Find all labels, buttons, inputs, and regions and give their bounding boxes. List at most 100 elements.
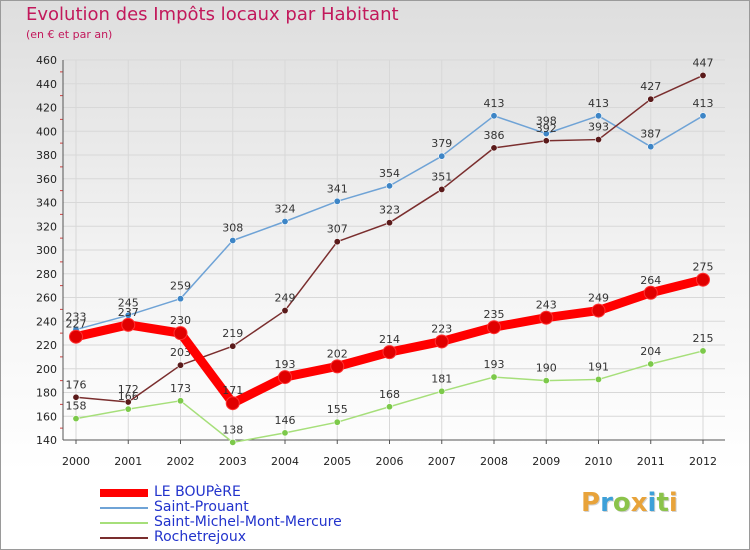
legend-label: Saint-Prouant — [154, 499, 249, 515]
x-tick-label: 2000 — [62, 455, 90, 468]
data-point-saint-michel-mont-mercure — [594, 375, 602, 383]
data-label-saint-michel-mont-mercure: 158 — [66, 400, 87, 413]
y-tick-label: 180 — [36, 387, 57, 400]
logo-letter: i — [647, 488, 657, 518]
data-label-saint-prouant: 387 — [640, 128, 661, 141]
y-tick-label: 240 — [36, 315, 57, 328]
y-tick-label: 320 — [36, 220, 57, 233]
data-label-saint-michel-mont-mercure: 166 — [118, 390, 139, 403]
data-point-rochetrejoux — [385, 219, 393, 227]
legend-label: Rochetrejoux — [154, 529, 247, 545]
data-point-rochetrejoux — [490, 144, 498, 152]
legend-swatch — [100, 507, 148, 509]
y-tick-label: 400 — [36, 125, 57, 138]
y-tick-label: 280 — [36, 268, 57, 281]
logo-letter: P — [581, 488, 601, 518]
data-point-rochetrejoux — [333, 238, 341, 246]
data-label-rochetrejoux: 351 — [431, 170, 452, 183]
y-tick-label: 140 — [36, 434, 57, 447]
data-point-rochetrejoux — [438, 185, 446, 193]
data-point-rochetrejoux — [647, 95, 655, 103]
data-point-saint-michel-mont-mercure — [542, 377, 550, 385]
y-tick-label: 420 — [36, 102, 57, 115]
x-tick-label: 2008 — [480, 455, 508, 468]
x-tick-label: 2002 — [167, 455, 195, 468]
data-point-saint-prouant — [438, 152, 446, 160]
x-tick-label: 2011 — [637, 455, 665, 468]
data-point-le-boupe-re — [487, 320, 501, 335]
x-tick-label: 2007 — [428, 455, 456, 468]
data-point-saint-prouant — [542, 130, 550, 138]
y-tick-label: 200 — [36, 363, 57, 376]
data-point-saint-prouant — [177, 295, 185, 303]
y-tick-label: 440 — [36, 78, 57, 91]
data-label-saint-michel-mont-mercure: 155 — [327, 403, 348, 416]
data-point-saint-prouant — [490, 112, 498, 120]
data-label-rochetrejoux: 392 — [536, 122, 557, 135]
y-tick-label: 300 — [36, 244, 57, 257]
data-point-rochetrejoux — [229, 342, 237, 350]
logo-letter: i — [668, 488, 678, 518]
logo-letter: r — [600, 488, 613, 518]
data-label-le-boupe-re: 230 — [170, 314, 191, 327]
data-point-le-boupe-re — [643, 285, 658, 300]
chart-title: Evolution des Impôts locaux par Habitant — [26, 4, 399, 25]
data-point-saint-michel-mont-mercure — [229, 438, 237, 446]
data-label-le-boupe-re: 227 — [66, 318, 87, 331]
x-tick-label: 2003 — [219, 455, 247, 468]
data-point-rochetrejoux — [699, 71, 707, 79]
data-label-le-boupe-re: 264 — [640, 274, 661, 287]
data-point-saint-prouant — [333, 197, 341, 205]
data-point-rochetrejoux — [542, 137, 550, 145]
logo-letter: x — [630, 488, 648, 518]
proxiti-logo: Proxiti — [581, 488, 678, 518]
data-point-saint-michel-mont-mercure — [72, 415, 80, 423]
data-label-rochetrejoux: 386 — [484, 129, 505, 142]
data-label-saint-michel-mont-mercure: 168 — [379, 388, 400, 401]
data-point-saint-prouant — [385, 182, 393, 190]
data-label-le-boupe-re: 214 — [379, 333, 400, 346]
data-label-saint-michel-mont-mercure: 204 — [640, 345, 661, 358]
data-label-rochetrejoux: 219 — [222, 327, 243, 340]
data-point-saint-prouant — [647, 143, 655, 151]
y-tick-label: 220 — [36, 339, 57, 352]
data-point-rochetrejoux — [177, 361, 185, 369]
legend-swatch — [100, 489, 148, 497]
data-label-rochetrejoux: 447 — [693, 56, 714, 69]
y-tick-label: 380 — [36, 149, 57, 162]
x-tick-label: 2010 — [585, 455, 613, 468]
data-point-saint-michel-mont-mercure — [438, 387, 446, 395]
data-label-saint-michel-mont-mercure: 193 — [484, 358, 505, 371]
data-label-rochetrejoux: 307 — [327, 223, 348, 236]
data-label-le-boupe-re: 202 — [327, 347, 348, 360]
chart-subtitle: (en € et par an) — [26, 28, 113, 41]
data-point-rochetrejoux — [594, 136, 602, 144]
y-tick-label: 260 — [36, 292, 57, 305]
x-tick-label: 2005 — [323, 455, 351, 468]
data-label-le-boupe-re: 249 — [588, 292, 609, 305]
data-point-saint-prouant — [699, 112, 707, 120]
data-label-rochetrejoux: 176 — [66, 378, 87, 391]
data-label-saint-michel-mont-mercure: 138 — [222, 423, 243, 436]
legend-swatch — [100, 537, 148, 539]
data-label-le-boupe-re: 223 — [431, 322, 452, 335]
data-label-le-boupe-re: 237 — [118, 306, 139, 319]
data-label-rochetrejoux: 203 — [170, 346, 191, 359]
data-point-saint-prouant — [229, 237, 237, 245]
data-point-le-boupe-re — [330, 359, 345, 374]
data-label-saint-prouant: 245 — [118, 296, 139, 309]
data-point-le-boupe-re — [278, 370, 292, 385]
data-label-saint-prouant: 233 — [66, 311, 87, 324]
data-label-saint-michel-mont-mercure: 190 — [536, 362, 557, 375]
data-label-saint-prouant: 413 — [693, 97, 714, 110]
data-label-saint-prouant: 308 — [222, 222, 243, 235]
y-tick-label: 340 — [36, 197, 57, 210]
data-point-saint-michel-mont-mercure — [281, 429, 289, 437]
data-label-le-boupe-re: 243 — [536, 299, 557, 312]
data-point-le-boupe-re — [69, 329, 83, 344]
legend-label: Saint-Michel-Mont-Mercure — [154, 514, 342, 530]
data-point-saint-prouant — [281, 218, 289, 226]
x-tick-label: 2006 — [376, 455, 404, 468]
